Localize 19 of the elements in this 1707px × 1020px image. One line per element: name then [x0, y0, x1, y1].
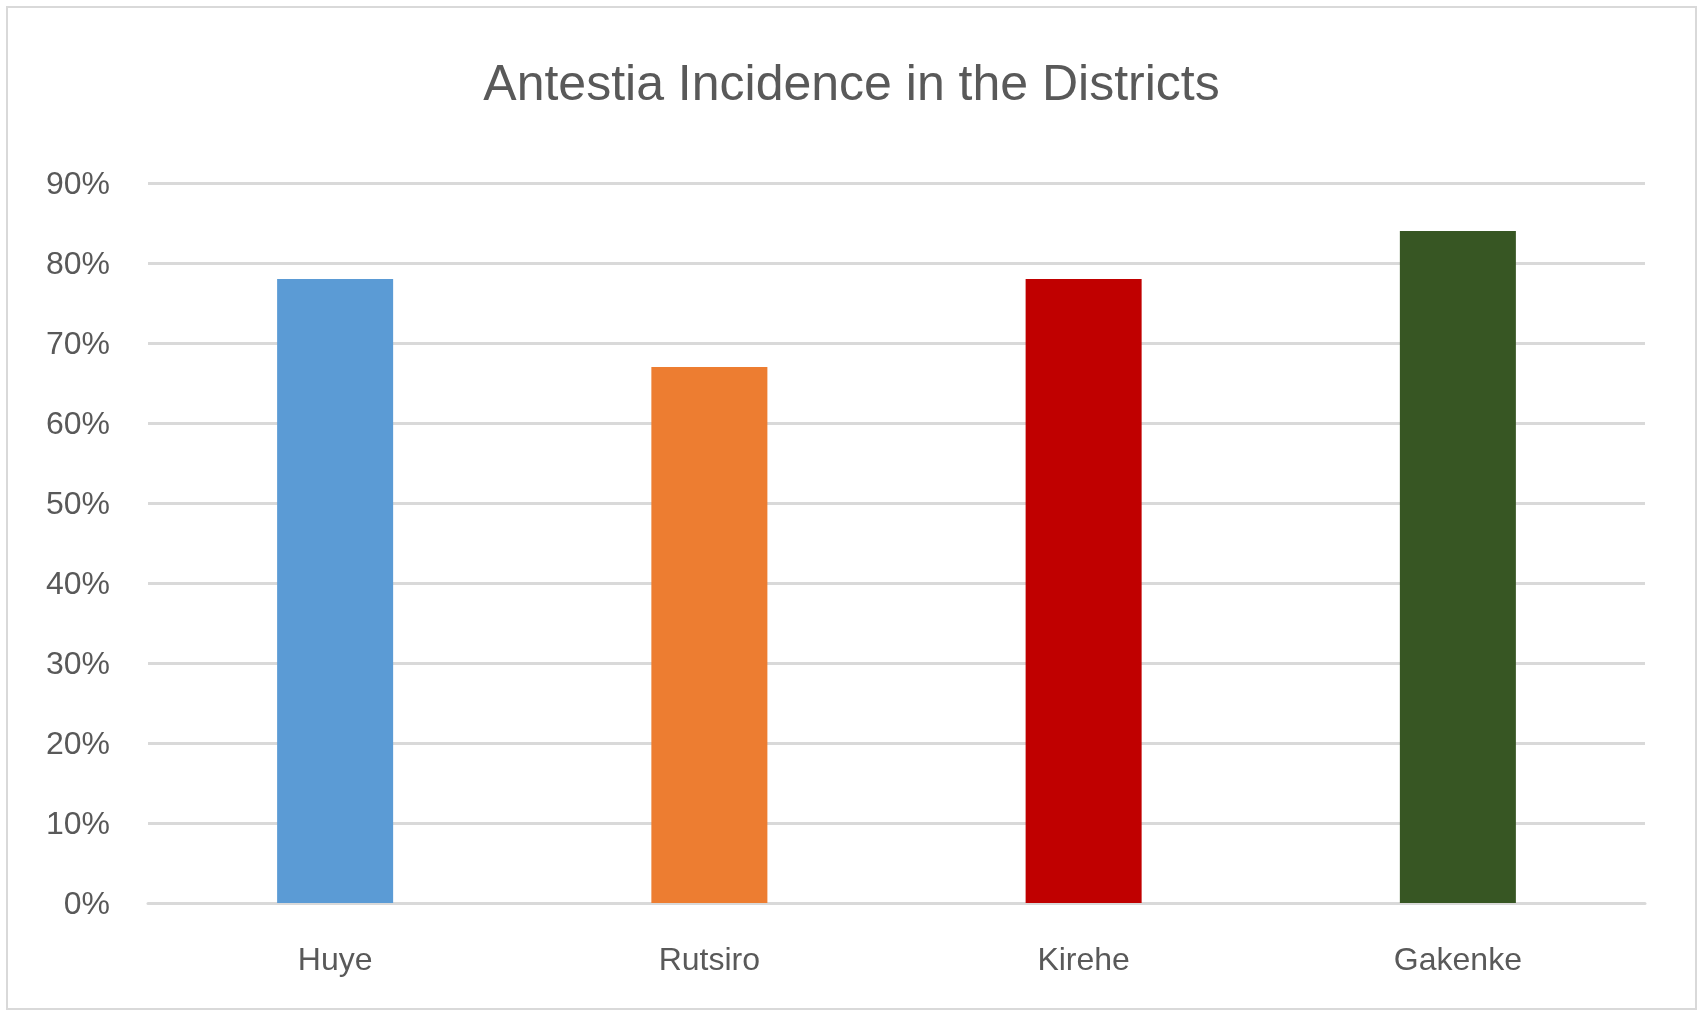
bar	[1399, 231, 1516, 903]
y-tick-label: 70%	[45, 325, 110, 361]
y-tick-label: 20%	[45, 725, 110, 761]
x-tick-label: Gakenke	[1393, 941, 1522, 977]
y-tick-label: 80%	[45, 245, 110, 281]
y-tick-label: 90%	[45, 165, 110, 201]
chart-title: Antestia Incidence in the Districts	[483, 55, 1220, 111]
y-tick-label: 10%	[45, 805, 110, 841]
y-tick-label: 0%	[63, 885, 110, 921]
y-tick-label: 60%	[45, 405, 110, 441]
x-tick-label: Kirehe	[1037, 941, 1130, 977]
y-tick-label: 30%	[45, 645, 110, 681]
bar	[651, 367, 768, 903]
bar	[1025, 279, 1142, 903]
bar	[277, 279, 394, 903]
y-tick-label: 40%	[45, 565, 110, 601]
x-tick-label: Rutsiro	[658, 941, 761, 977]
y-tick-label: 50%	[45, 485, 110, 521]
x-tick-label: Huye	[297, 941, 373, 977]
